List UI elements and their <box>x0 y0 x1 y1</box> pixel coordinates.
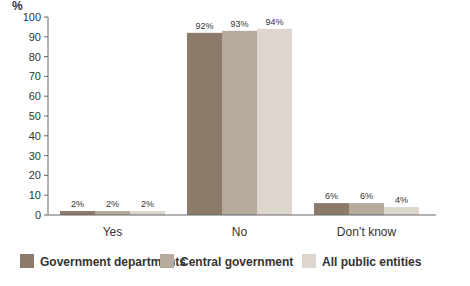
bars <box>60 29 419 215</box>
bar <box>60 211 95 215</box>
y-tick-label: 40 <box>29 130 41 142</box>
bar <box>349 203 384 215</box>
legend-swatch <box>20 254 34 268</box>
y-tick <box>44 215 48 216</box>
data-label: 2% <box>141 199 154 209</box>
data-label: 2% <box>106 199 119 209</box>
legend-label: All public entities <box>322 255 422 269</box>
y-tick-label: 10 <box>29 189 41 201</box>
y-tick-label: 50 <box>29 110 41 122</box>
y-axis <box>48 17 49 215</box>
y-tick <box>44 96 48 97</box>
data-label: 6% <box>360 191 373 201</box>
x-tick-label: No <box>232 225 248 239</box>
y-tick-label: 90 <box>29 31 41 43</box>
y-tick <box>44 155 48 156</box>
data-label: 2% <box>71 199 84 209</box>
y-tick-label: 60 <box>29 90 41 102</box>
x-tick-label: Don’t know <box>337 225 397 239</box>
y-tick-label: 80 <box>29 51 41 63</box>
y-label: % <box>12 0 23 13</box>
y-tick-label: 20 <box>29 169 41 181</box>
bar <box>257 29 292 215</box>
y-tick <box>44 17 48 18</box>
bar <box>384 207 419 215</box>
legend-label: Central government <box>180 255 293 269</box>
legend-swatch <box>160 254 174 268</box>
y-tick-label: 70 <box>29 70 41 82</box>
y-tick-label: 0 <box>35 209 41 221</box>
y-tick-label: 30 <box>29 150 41 162</box>
legend-label: Government departments <box>40 255 186 269</box>
y-tick <box>44 76 48 77</box>
data-label: 92% <box>195 21 213 31</box>
y-tick-label: 100 <box>23 11 41 23</box>
y-tick <box>44 135 48 136</box>
y-tick <box>44 36 48 37</box>
bar <box>187 33 222 215</box>
data-label: 4% <box>395 195 408 205</box>
bar <box>222 31 257 215</box>
y-tick <box>44 195 48 196</box>
bar <box>314 203 349 215</box>
legend-swatch <box>302 254 316 268</box>
bar <box>95 211 130 215</box>
x-tick-label: Yes <box>103 225 123 239</box>
data-label: 6% <box>325 191 338 201</box>
y-tick <box>44 56 48 57</box>
x-axis <box>48 215 436 216</box>
y-tick <box>44 116 48 117</box>
data-label: 93% <box>230 19 248 29</box>
data-label: 94% <box>265 17 283 27</box>
y-tick <box>44 175 48 176</box>
bar <box>130 211 165 215</box>
chart-svg: % 0 10 20 30 40 50 60 70 80 90 100 2% 92% 6% 2% 93% 6% 2% 9… <box>0 0 470 286</box>
chart-root: % 0 10 20 30 40 50 60 70 80 90 100 2% 92% 6% 2% 93% 6% 2% 9… <box>0 0 470 286</box>
